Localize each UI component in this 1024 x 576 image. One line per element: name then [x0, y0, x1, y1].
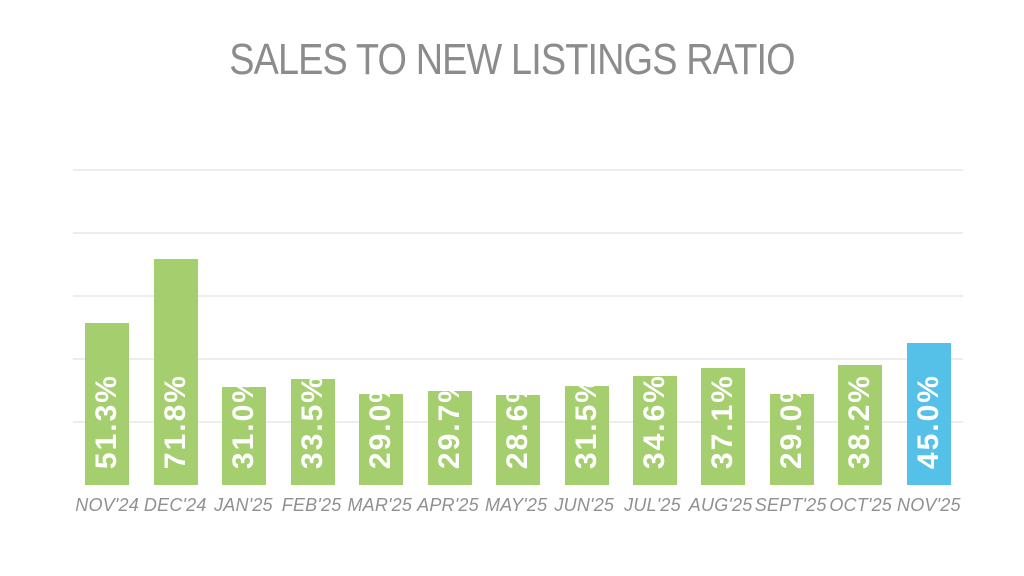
gridline-100	[73, 169, 963, 171]
category-label: FEB'25	[281, 495, 342, 515]
bar-value-label: 33.5%	[295, 379, 329, 469]
bar-SEPT'25: 29.0%	[769, 393, 814, 485]
bar-NOV'24: 51.3%	[85, 323, 130, 485]
category-label: MAY'25	[484, 495, 548, 515]
bar-slot: 29.0%	[347, 170, 415, 485]
bar-JAN'25: 31.0%	[222, 387, 267, 485]
bar-JUN'25: 31.5%	[564, 385, 609, 485]
bar-APR'25: 29.7%	[427, 391, 472, 485]
bar-slot: 33.5%	[278, 170, 346, 485]
bar-FEB'25: 33.5%	[290, 379, 335, 485]
category-label: AUG'25	[688, 495, 753, 515]
category-label: OCT'25	[829, 495, 892, 515]
bar-slot: 31.5%	[552, 170, 620, 485]
bar-OCT'25: 38.2%	[838, 364, 883, 485]
gridline-60	[73, 295, 963, 297]
chart-title: SALES TO NEW LISTINGS RATIO	[229, 35, 795, 84]
category-label: APR'25	[417, 495, 479, 515]
bar-value-label: 34.6%	[637, 376, 671, 469]
plot-area: 51.3% 71.8% 31.0% 33.5% 29.0% 29.7% 28.6% 31.5%…	[73, 169, 963, 485]
category-label: DEC'24	[143, 495, 207, 515]
bar-AUG'25: 37.1%	[701, 368, 746, 485]
category-label: JUL'25	[624, 495, 681, 515]
bar-slot: 31.0%	[210, 170, 278, 485]
category-label: JAN'25	[214, 495, 273, 515]
bar-value-label: 51.3%	[90, 373, 124, 469]
gridline-80	[73, 232, 963, 234]
bar-value-label: 38.2%	[843, 373, 877, 469]
category-label: SEPT'25	[754, 495, 827, 515]
bar-value-label: 37.1%	[706, 373, 740, 469]
bar-NOV'25: 45.0%	[906, 343, 951, 485]
bar-slot: 34.6%	[621, 170, 689, 485]
category-label: JUN'25	[554, 495, 615, 515]
bar-JUL'25: 34.6%	[632, 376, 677, 485]
bar-MAR'25: 29.0%	[359, 393, 404, 485]
bar-value-label: 71.8%	[158, 373, 192, 469]
bar-slot: 51.3%	[73, 170, 141, 485]
bar-value-label: 28.6%	[501, 394, 535, 469]
gridline-40	[73, 358, 963, 360]
bar-slot: 28.6%	[484, 170, 552, 485]
bar-value-label: 31.0%	[227, 387, 261, 469]
bar-slot: 38.2%	[826, 170, 894, 485]
bar-value-label: 31.5%	[569, 385, 603, 469]
bar-value-label: 29.0%	[774, 393, 808, 469]
category-label: NOV'25	[897, 495, 961, 515]
bar-slot: 45.0%	[895, 170, 963, 485]
bar-slot: 29.7%	[415, 170, 483, 485]
bar-value-label: 29.0%	[364, 393, 398, 469]
bar-value-label: 45.0%	[911, 373, 945, 469]
bar-slot: 29.0%	[758, 170, 826, 485]
bar-slot: 71.8%	[141, 170, 209, 485]
category-label: NOV'24	[75, 495, 139, 515]
bar-value-label: 29.7%	[432, 391, 466, 469]
bar-MAY'25: 28.6%	[496, 394, 541, 485]
bar-DEC'24: 71.8%	[153, 258, 198, 485]
x-axis-labels: NOV'24 DEC'24 JAN'25 FEB'25 MAR'25 APR'25 MAY'…	[73, 495, 963, 516]
category-label: MAR'25	[347, 495, 413, 515]
bars-row: 51.3% 71.8% 31.0% 33.5% 29.0% 29.7% 28.6% 31.5%…	[73, 170, 963, 485]
bar-slot: 37.1%	[689, 170, 757, 485]
